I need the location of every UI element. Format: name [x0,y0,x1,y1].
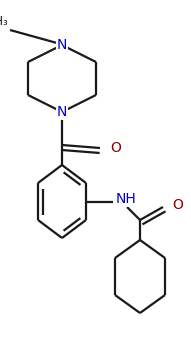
Text: NH: NH [116,192,137,206]
Text: N: N [57,105,67,119]
Text: O: O [172,198,183,212]
Text: CH₃: CH₃ [0,15,8,28]
Text: N: N [57,38,67,52]
Text: O: O [110,141,121,155]
